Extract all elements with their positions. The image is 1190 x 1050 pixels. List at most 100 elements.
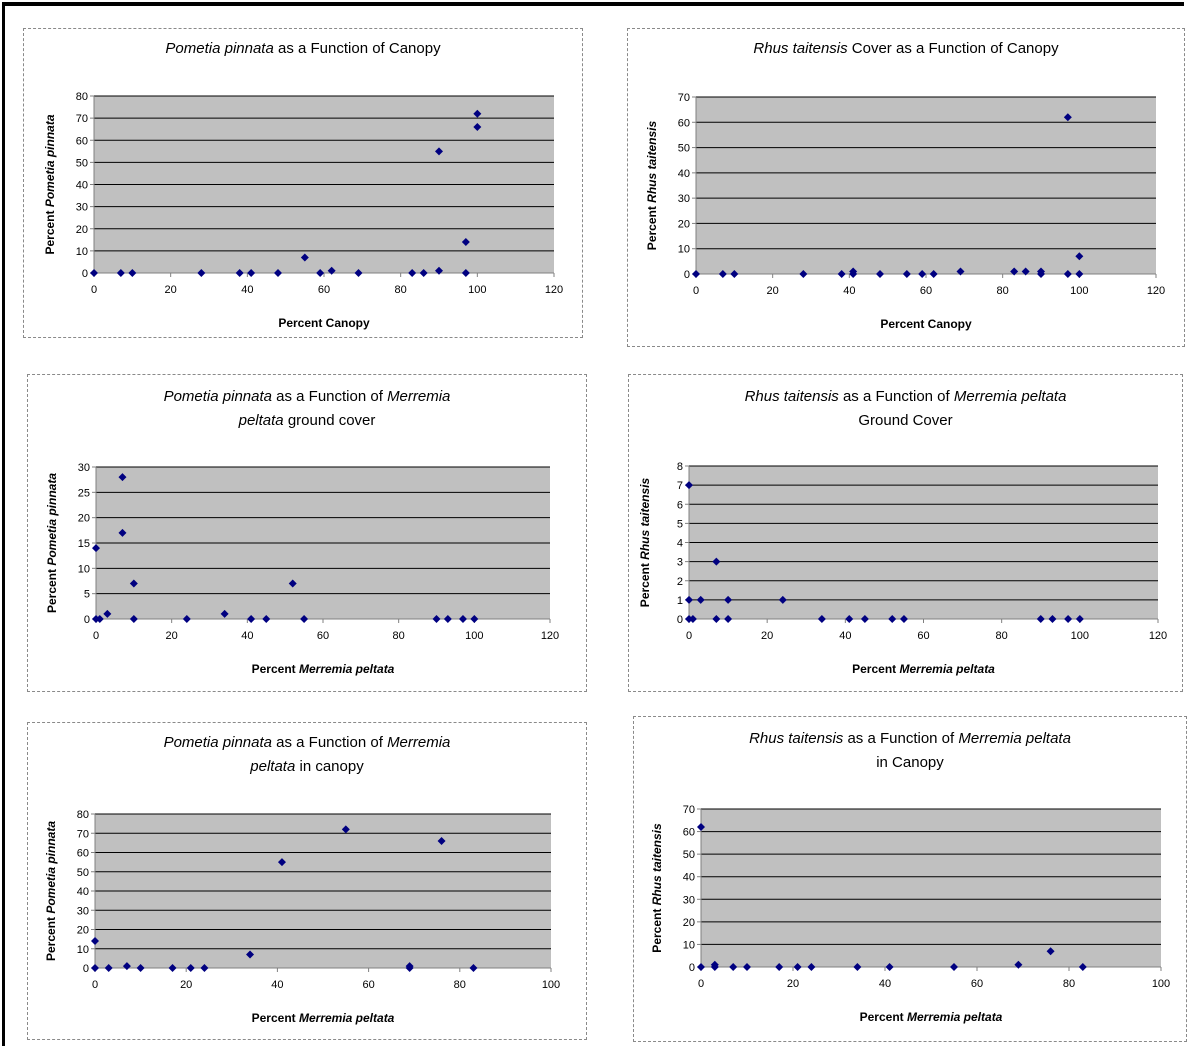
x-tick-label: 0 <box>698 978 704 990</box>
title-run: as a Function of <box>843 730 959 747</box>
x-tick-label: 80 <box>996 630 1008 642</box>
chart-svg: 0 10 20 30 40 50 60 70 0 20 40 60 80 100 Percent Merre… <box>650 804 1170 1024</box>
x-tick-label: 20 <box>767 285 779 297</box>
data-point <box>461 238 470 247</box>
y-tick-label: 0 <box>83 963 89 975</box>
x-tick-label: 40 <box>271 979 283 991</box>
y-tick-label: 30 <box>76 202 88 214</box>
data-point <box>899 615 908 623</box>
data-point <box>246 950 255 959</box>
y-tick-label: 15 <box>78 538 90 550</box>
title-run: in canopy <box>295 758 364 775</box>
data-point <box>129 615 138 623</box>
title-run: as a Function of <box>271 388 388 405</box>
plot-area <box>696 97 1156 274</box>
label-run: Percent <box>638 560 652 607</box>
title-run: Pometia pinnata <box>163 388 272 405</box>
data-point <box>220 609 229 618</box>
x-tick-label: 40 <box>241 630 253 642</box>
data-point <box>354 269 363 277</box>
data-point <box>743 963 751 971</box>
data-point <box>1075 252 1084 261</box>
chart-title: Rhus taitensis as a Function of Merremia… <box>629 385 1182 433</box>
data-point <box>724 615 733 623</box>
x-axis-title: Percent Merremia peltata <box>252 1011 395 1025</box>
data-point <box>1021 267 1030 276</box>
y-tick-label: 40 <box>683 872 695 884</box>
x-tick-label: 100 <box>542 979 560 991</box>
data-point <box>1037 267 1045 276</box>
x-tick-label: 60 <box>917 630 929 642</box>
x-axis-title: Percent Canopy <box>880 317 972 331</box>
data-point <box>778 595 787 604</box>
data-point <box>435 266 443 275</box>
title-run: Rhus taitensis <box>753 40 848 57</box>
chart-panel-6: Rhus taitensis as a Function of Merremia… <box>633 716 1187 1042</box>
y-tick-label: 20 <box>678 218 690 230</box>
x-tick-label: 60 <box>318 284 330 296</box>
data-point <box>902 270 911 278</box>
data-point <box>92 544 100 553</box>
chart-title: Pometia pinnata as a Function of Merremi… <box>28 385 586 433</box>
data-point <box>300 615 309 623</box>
data-point <box>845 615 854 623</box>
label-run: Merremia peltata <box>907 1010 1003 1024</box>
data-point <box>918 270 927 278</box>
y-tick-label: 60 <box>683 827 695 839</box>
x-axis-title: Percent Merremia peltata <box>252 662 395 676</box>
y-tick-label: 70 <box>77 828 89 840</box>
x-tick-label: 20 <box>166 630 178 642</box>
data-point <box>118 528 127 537</box>
data-point <box>696 595 705 604</box>
label-run: Rhus taitensis <box>650 823 664 905</box>
data-point <box>118 473 127 482</box>
y-tick-label: 20 <box>78 513 90 525</box>
y-tick-label: 5 <box>677 518 683 530</box>
title-run: Pometia pinnata <box>165 40 274 57</box>
title-run: Rhus taitensis <box>749 730 844 747</box>
y-tick-label: 10 <box>678 244 690 256</box>
x-tick-label: 60 <box>362 979 374 991</box>
y-axis-title: Percent Rhus taitensis <box>645 120 659 250</box>
data-point <box>435 147 443 156</box>
data-point <box>461 269 470 277</box>
y-tick-label: 1 <box>677 595 683 607</box>
y-tick-label: 70 <box>678 92 690 104</box>
label-run: Rhus taitensis <box>645 120 659 202</box>
label-run: Percent Canopy <box>278 316 370 330</box>
data-point <box>405 964 414 972</box>
x-tick-label: 0 <box>686 630 692 642</box>
title-run: Pometia pinnata <box>163 734 272 751</box>
y-tick-label: 10 <box>78 563 90 575</box>
y-tick-label: 0 <box>82 268 88 280</box>
data-point <box>182 615 191 623</box>
y-tick-label: 40 <box>76 180 88 192</box>
data-point <box>1064 615 1073 623</box>
x-tick-label: 40 <box>839 630 851 642</box>
chart-panel-3: Pometia pinnata as a Function of Merremi… <box>27 374 587 692</box>
data-point <box>718 270 727 278</box>
y-axis-title: Percent Rhus taitensis <box>638 477 652 607</box>
label-run: Percent <box>43 207 57 254</box>
data-point <box>1078 963 1087 971</box>
data-point <box>1075 615 1084 623</box>
data-point <box>274 269 282 277</box>
label-run: Merremia peltata <box>899 662 995 676</box>
y-tick-label: 4 <box>677 538 683 550</box>
y-tick-label: 50 <box>683 849 695 861</box>
y-tick-label: 0 <box>689 962 695 974</box>
y-tick-label: 30 <box>678 193 690 205</box>
y-tick-label: 30 <box>78 462 90 474</box>
data-point <box>849 267 858 276</box>
x-tick-label: 120 <box>545 284 563 296</box>
title-run: Merremia <box>387 734 451 751</box>
data-point <box>853 963 862 971</box>
title-run: Rhus taitensis <box>744 388 839 405</box>
title-run: Merremia <box>387 388 451 405</box>
data-point <box>91 964 99 972</box>
x-tick-label: 0 <box>93 630 99 642</box>
y-tick-label: 20 <box>76 224 88 236</box>
y-tick-label: 50 <box>77 867 89 879</box>
x-tick-label: 60 <box>920 285 932 297</box>
label-run: Rhus taitensis <box>638 477 652 559</box>
